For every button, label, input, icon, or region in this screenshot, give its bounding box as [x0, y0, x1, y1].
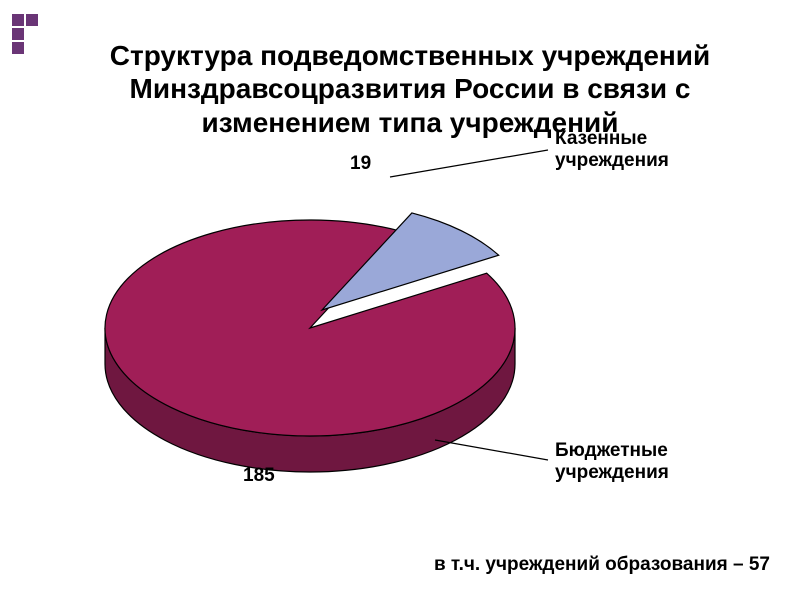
slide: Структура подведомственных учреждений Ми… [0, 0, 800, 600]
slice-value-small: 19 [350, 153, 371, 175]
slice-value-large: 185 [243, 465, 275, 487]
footnote: в т.ч. учреждений образования – 57 [0, 554, 770, 576]
slide-title: Структура подведомственных учреждений Ми… [60, 39, 760, 140]
callout-label-large: Бюджетные учреждения [555, 440, 669, 484]
callout-label-small: Казенные учреждения [555, 128, 669, 172]
pie-chart [85, 160, 535, 500]
pie-chart-svg [85, 160, 535, 500]
corner-bullet-icon [12, 14, 44, 56]
